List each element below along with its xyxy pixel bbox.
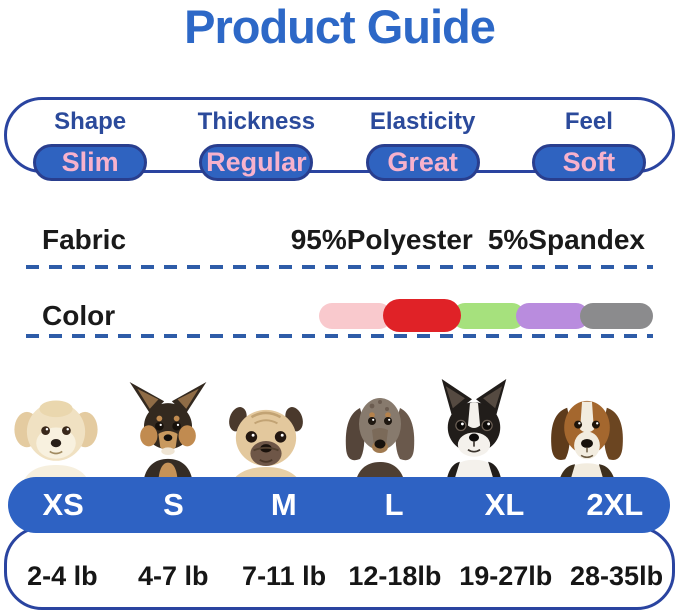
weight-range-2xl: 28-35lb [570, 560, 664, 591]
color-swatch-pink [319, 302, 392, 329]
dog-photo-beagle [551, 400, 623, 491]
fabric-label: Fabric [42, 224, 127, 255]
size-label-l: L [384, 487, 404, 522]
spec-label-thickness: Thickness [197, 108, 316, 135]
color-swatch-green [452, 302, 525, 329]
spec-col-shape: Shape Slim [7, 100, 173, 181]
dashed-divider-2 [26, 334, 653, 338]
spec-label-shape: Shape [54, 108, 127, 135]
size-label-s: S [163, 487, 184, 522]
dog-photo-chihuahua [129, 382, 207, 484]
weight-range-xs: 2-4 lb [27, 560, 98, 591]
spec-value-shape: Slim [33, 144, 148, 181]
color-swatch-red [383, 299, 461, 332]
spec-label-feel: Feel [564, 108, 613, 135]
color-swatch-purple [516, 302, 589, 329]
spec-col-thickness: Thickness Regular [173, 100, 339, 181]
size-label-xl: XL [484, 487, 525, 522]
color-swatches [319, 299, 653, 332]
color-swatch-gray [580, 302, 653, 329]
spec-col-elasticity: Elasticity Great [340, 100, 506, 181]
size-label-m: M [270, 487, 297, 522]
fabric-values: 95%Polyester 5%Spandex [291, 224, 645, 256]
dog-photo-pug [228, 407, 304, 492]
color-label: Color [42, 299, 116, 331]
weight-range-l: 12-18lb [348, 560, 442, 591]
color-row: Color [42, 299, 653, 332]
fabric-row: Fabric 95%Polyester 5%Spandex [42, 224, 645, 256]
spec-value-elasticity: Great [365, 144, 480, 181]
size-label-2xl: 2XL [586, 487, 644, 522]
weight-range-xl: 19-27lb [459, 560, 553, 591]
fabric-value-polyester: 95%Polyester [290, 224, 473, 255]
dashed-divider-1 [26, 265, 653, 269]
fabric-value-spandex: 5%Spandex [487, 224, 645, 255]
spec-label-elasticity: Elasticity [369, 108, 476, 135]
spec-col-feel: Feel Soft [506, 100, 672, 181]
spec-value-thickness: Regular [199, 144, 314, 181]
weight-range-box: 2-4 lb 4-7 lb 7-11 lb 12-18lb 19-27lb 28… [4, 526, 675, 610]
page-title: Product Guide [184, 0, 496, 53]
spec-value-feel: Soft [531, 144, 646, 181]
dog-photo-boston-terrier [441, 379, 507, 488]
dog-photo-dachshund [345, 398, 415, 490]
weight-range-s: 4-7 lb [137, 560, 209, 591]
size-label-xs: XS [42, 487, 84, 522]
spec-summary-box: Shape Slim Thickness Regular Elasticity … [4, 97, 675, 181]
size-bar: XS S M L XL 2XL [8, 477, 670, 533]
weight-range-m: 7-11 lb [242, 560, 327, 591]
